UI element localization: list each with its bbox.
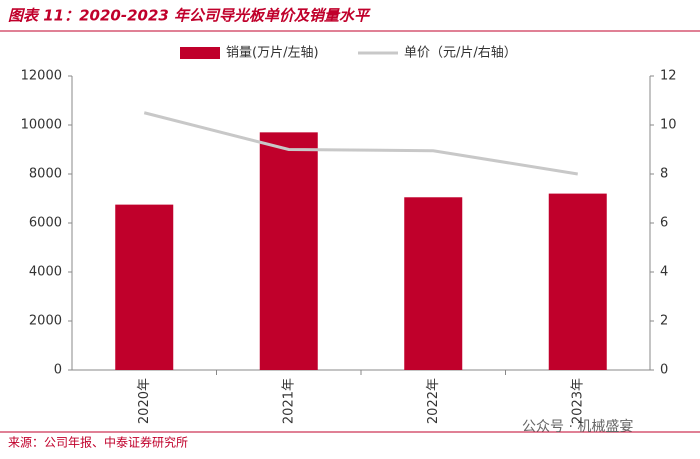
x-tick-label: 2021年: [281, 378, 296, 424]
x-tick-label: 2020年: [137, 378, 152, 424]
bar: [259, 132, 318, 370]
y-tick-label: 0: [54, 363, 62, 378]
y-tick-label: 10000: [21, 118, 62, 133]
y2-tick-label: 0: [660, 363, 668, 378]
x-tick-label: 2022年: [426, 378, 441, 424]
legend-label: 单价（元/片/右轴）: [404, 46, 517, 61]
bar: [548, 193, 607, 370]
x-tick-label: 2023年: [570, 378, 585, 424]
chart-title: 图表 11：2020-2023 年公司导光板单价及销量水平: [8, 7, 371, 25]
line: [143, 111, 578, 176]
y2-tick-label: 6: [660, 216, 668, 231]
y-tick-label: 6000: [29, 216, 62, 231]
legend-label: 销量(万片/左轴): [226, 46, 319, 61]
y-tick-label: 2000: [29, 314, 62, 329]
y-tick-label: 12000: [21, 69, 62, 84]
y-tick-label: 4000: [29, 265, 62, 280]
y2-tick-label: 2: [660, 314, 668, 329]
legend-swatch: [180, 47, 220, 59]
y2-tick-label: 8: [660, 167, 668, 182]
y2-tick-label: 10: [660, 118, 677, 133]
bar: [404, 197, 463, 370]
watermark: 公众号 · 机械盛宴: [522, 418, 633, 435]
y2-tick-label: 4: [660, 265, 668, 280]
y-tick-label: 8000: [29, 167, 62, 182]
y2-tick-label: 12: [660, 69, 677, 84]
bar: [115, 204, 174, 370]
source: 来源：公司年报、中泰证券研究所: [8, 435, 188, 450]
